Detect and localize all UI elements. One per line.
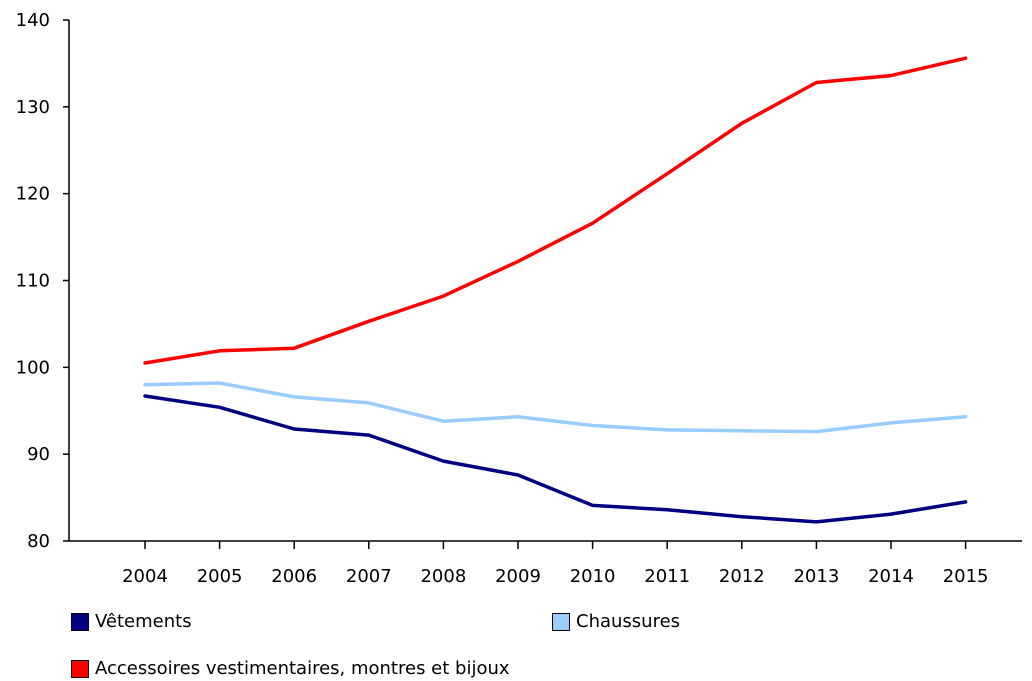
line-chart: 80 90 100 110 120 130 140 2004 2005 2006 2007 2008…	[16, 10, 1022, 587]
legend-item-chaussures: Chaussures	[552, 611, 680, 632]
y-tick-label: 110	[16, 271, 50, 292]
y-tick-label: 130	[16, 97, 50, 118]
y-tick-label: 90	[27, 444, 50, 465]
series-line-2	[143, 56, 968, 365]
x-tick-label: 2008	[420, 566, 466, 587]
legend-swatch-chaussures	[552, 612, 570, 631]
x-tick-label: 2013	[793, 566, 839, 587]
x-tick-label: 2014	[868, 566, 914, 587]
legend-label-accessoires: Accessoires vestimentaires, montres et b…	[95, 658, 510, 679]
legend-label-vetements: Vêtements	[95, 611, 192, 632]
x-tick-label: 2010	[570, 566, 616, 587]
x-tick-label: 2007	[346, 566, 392, 587]
axes	[68, 20, 1022, 542]
x-tick-label: 2009	[495, 566, 541, 587]
legend-swatch-accessoires	[71, 659, 89, 678]
x-tick-label: 2015	[943, 566, 989, 587]
x-tick-label: 2006	[271, 566, 317, 587]
legend-item-accessoires: Accessoires vestimentaires, montres et b…	[71, 658, 510, 679]
series-line-1	[143, 381, 968, 434]
series-lines	[143, 56, 968, 524]
legend-label-chaussures: Chaussures	[576, 611, 681, 632]
y-tick-label: 80	[27, 531, 50, 552]
x-tick-label: 2011	[644, 566, 690, 587]
x-tick-label: 2004	[122, 566, 168, 587]
legend-item-vetements: Vêtements	[71, 611, 192, 632]
series-line-0	[143, 394, 968, 524]
y-axis-ticks: 80 90 100 110 120 130 140	[16, 10, 69, 552]
x-tick-label: 2012	[719, 566, 765, 587]
y-tick-label: 140	[16, 10, 50, 31]
y-tick-label: 120	[16, 184, 50, 205]
y-tick-label: 100	[16, 357, 50, 378]
x-axis-ticks: 2004 2005 2006 2007 2008 2009 2010 2011 2012 2013…	[122, 541, 989, 587]
legend-swatch-vetements	[71, 612, 89, 631]
x-tick-label: 2005	[197, 566, 243, 587]
